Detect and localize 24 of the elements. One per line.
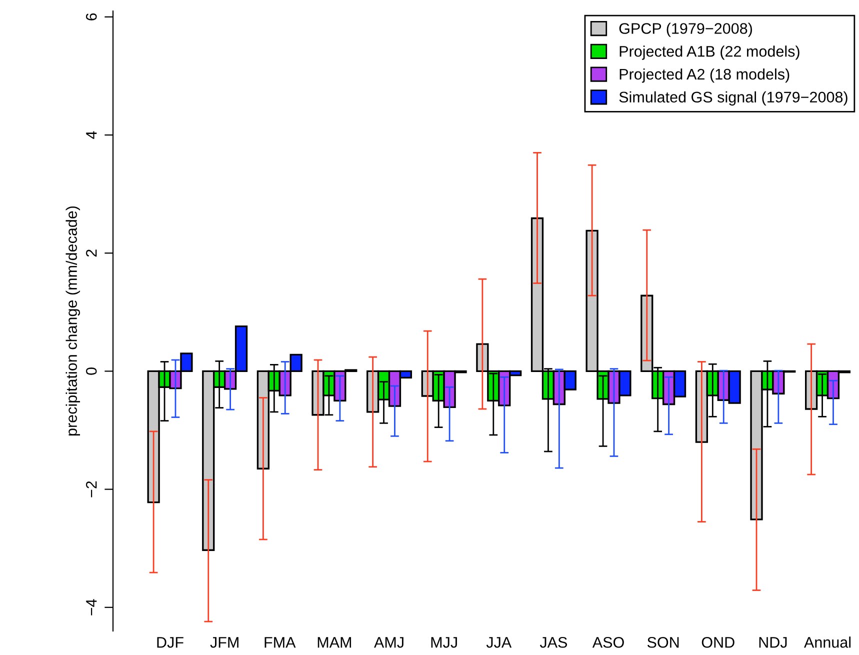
x-tick-label: DJF: [157, 637, 184, 648]
x-tick-label: FMA: [264, 637, 296, 648]
x-tick-label: AMJ: [374, 637, 404, 648]
y-tick-label: −4: [86, 599, 97, 616]
y-tick-label: 6: [86, 13, 97, 20]
legend-label: Simulated GS signal (1979−2008): [619, 91, 848, 106]
x-tick-label: Annual: [804, 636, 851, 648]
x-tick-label: SON: [647, 636, 679, 648]
x-tick-label: OND: [702, 636, 734, 648]
x-tick-label: NDJ: [759, 637, 787, 648]
legend-label: GPCP (1979−2008): [619, 22, 752, 37]
y-axis-title: precipitation change (mm/decade): [66, 206, 80, 436]
y-tick-label: 4: [86, 131, 97, 139]
legend-label: Projected A2 (18 models): [620, 68, 790, 83]
x-tick-label: JAS: [540, 636, 567, 648]
y-tick-label: 0: [86, 368, 97, 375]
x-tick-label: MJJ: [431, 637, 457, 648]
y-tick-label: −2: [86, 481, 97, 498]
legend-label: Projected A1B (22 models): [620, 46, 800, 60]
x-tick-label: JFM: [210, 637, 238, 648]
x-tick-label: ASO: [592, 636, 624, 648]
x-tick-label: JJA: [486, 637, 512, 648]
y-tick-label: 2: [86, 250, 97, 257]
x-tick-label: MAM: [318, 637, 352, 648]
